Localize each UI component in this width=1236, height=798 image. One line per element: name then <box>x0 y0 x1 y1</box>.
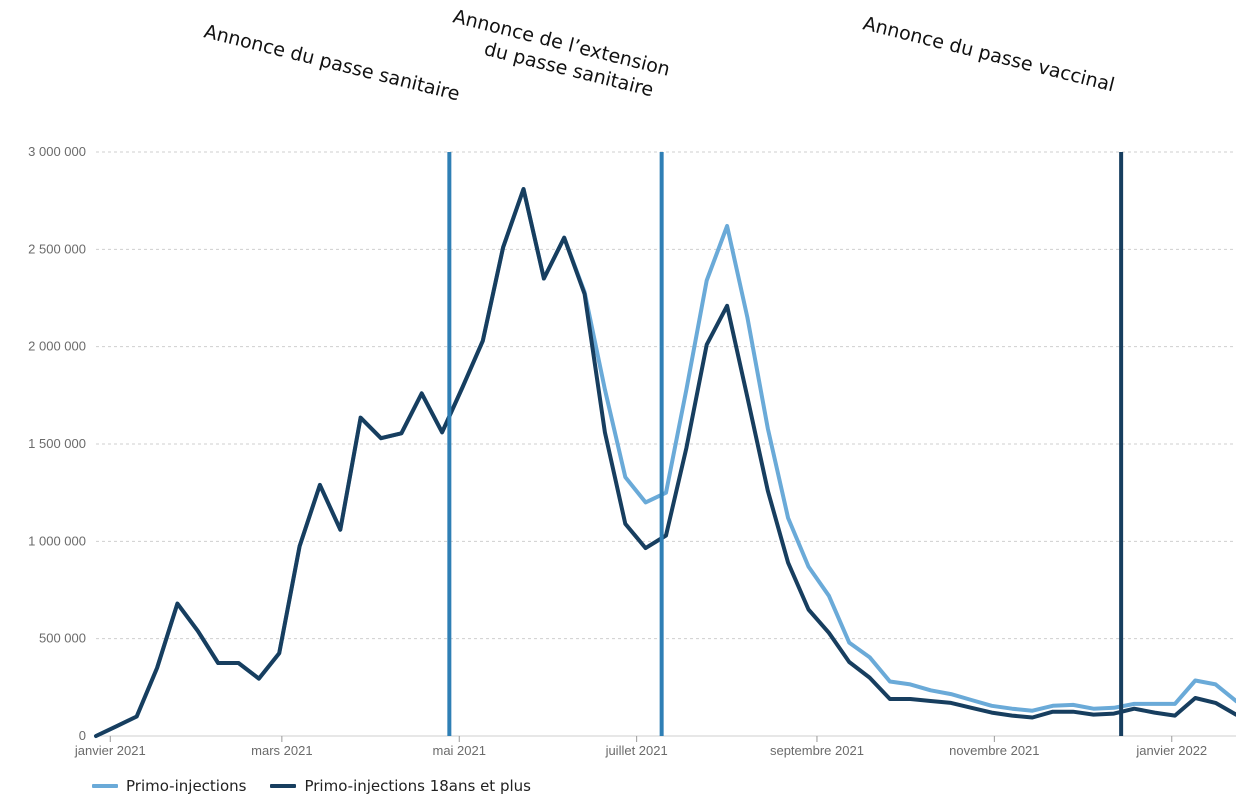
legend-label-primo: Primo-injections <box>126 777 247 795</box>
x-tick-label: mai 2021 <box>433 743 486 758</box>
y-tick-label: 3 000 000 <box>28 144 86 159</box>
series-line-primo-18plus <box>94 187 1236 738</box>
y-tick-label: 1 000 000 <box>28 533 86 548</box>
grid-lines <box>96 151 1236 737</box>
x-tick-label: novembre 2021 <box>949 743 1039 758</box>
y-tick-label: 2 500 000 <box>28 241 86 256</box>
x-tick-label: janvier 2021 <box>74 743 146 758</box>
y-tick-label: 0 <box>79 728 86 743</box>
y-tick-label: 1 500 000 <box>28 436 86 451</box>
x-tick-label: juillet 2021 <box>605 743 668 758</box>
legend-item-primo-18plus: Primo-injections 18ans et plus <box>270 777 531 795</box>
y-tick-label: 2 000 000 <box>28 339 86 354</box>
annotation-label: Annonce du passe vaccinal <box>861 13 1117 97</box>
x-tick-label: janvier 2022 <box>1135 743 1207 758</box>
series-lines <box>94 187 1236 738</box>
y-axis-ticks: 3 000 000 2 500 000 2 000 000 1 500 000 1 00… <box>28 144 86 743</box>
legend-label-18plus: Primo-injections 18ans et plus <box>304 777 531 795</box>
series-line-primo-injections <box>94 187 1236 738</box>
annotation-label: Annonce de l’extensiondu passe sanitaire <box>445 6 672 104</box>
x-axis-ticks: janvier 2021 mars 2021 mai 2021 juillet 202… <box>74 736 1207 758</box>
annotation-label: Annonce du passe sanitaire <box>202 21 462 106</box>
legend: Primo-injections Primo-injections 18ans … <box>92 777 555 795</box>
legend-swatch-18plus <box>270 784 297 788</box>
annotation-label-line: Annonce du passe sanitaire <box>202 21 462 106</box>
x-tick-label: mars 2021 <box>251 743 312 758</box>
annotation-label-line: Annonce du passe vaccinal <box>861 13 1117 97</box>
legend-swatch-primo <box>92 784 118 788</box>
y-tick-label: 500 000 <box>39 631 86 646</box>
legend-item-primo-injections: Primo-injections <box>92 777 246 795</box>
x-tick-label: septembre 2021 <box>770 743 864 758</box>
